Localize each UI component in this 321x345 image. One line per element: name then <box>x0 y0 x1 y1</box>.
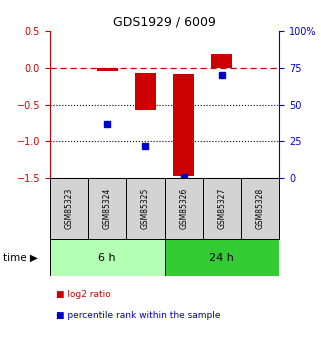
Title: GDS1929 / 6009: GDS1929 / 6009 <box>113 16 216 29</box>
Bar <box>211 54 232 68</box>
Text: GSM85323: GSM85323 <box>65 188 74 229</box>
Bar <box>135 73 156 110</box>
Bar <box>88 178 126 239</box>
Bar <box>203 178 241 239</box>
Text: GSM85324: GSM85324 <box>103 188 112 229</box>
Text: GSM85326: GSM85326 <box>179 188 188 229</box>
Text: time ▶: time ▶ <box>3 253 38 263</box>
Text: 6 h: 6 h <box>98 253 116 263</box>
Text: GSM85327: GSM85327 <box>217 188 226 229</box>
Bar <box>241 178 279 239</box>
Bar <box>173 74 194 176</box>
Bar <box>164 178 203 239</box>
Bar <box>50 239 164 276</box>
Text: 24 h: 24 h <box>210 253 234 263</box>
Bar <box>164 239 279 276</box>
Bar <box>97 68 118 71</box>
Text: ■ percentile rank within the sample: ■ percentile rank within the sample <box>56 310 221 319</box>
Bar <box>126 178 164 239</box>
Text: ■ log2 ratio: ■ log2 ratio <box>56 290 111 299</box>
Bar <box>50 178 88 239</box>
Text: GSM85328: GSM85328 <box>256 188 265 229</box>
Text: GSM85325: GSM85325 <box>141 188 150 229</box>
